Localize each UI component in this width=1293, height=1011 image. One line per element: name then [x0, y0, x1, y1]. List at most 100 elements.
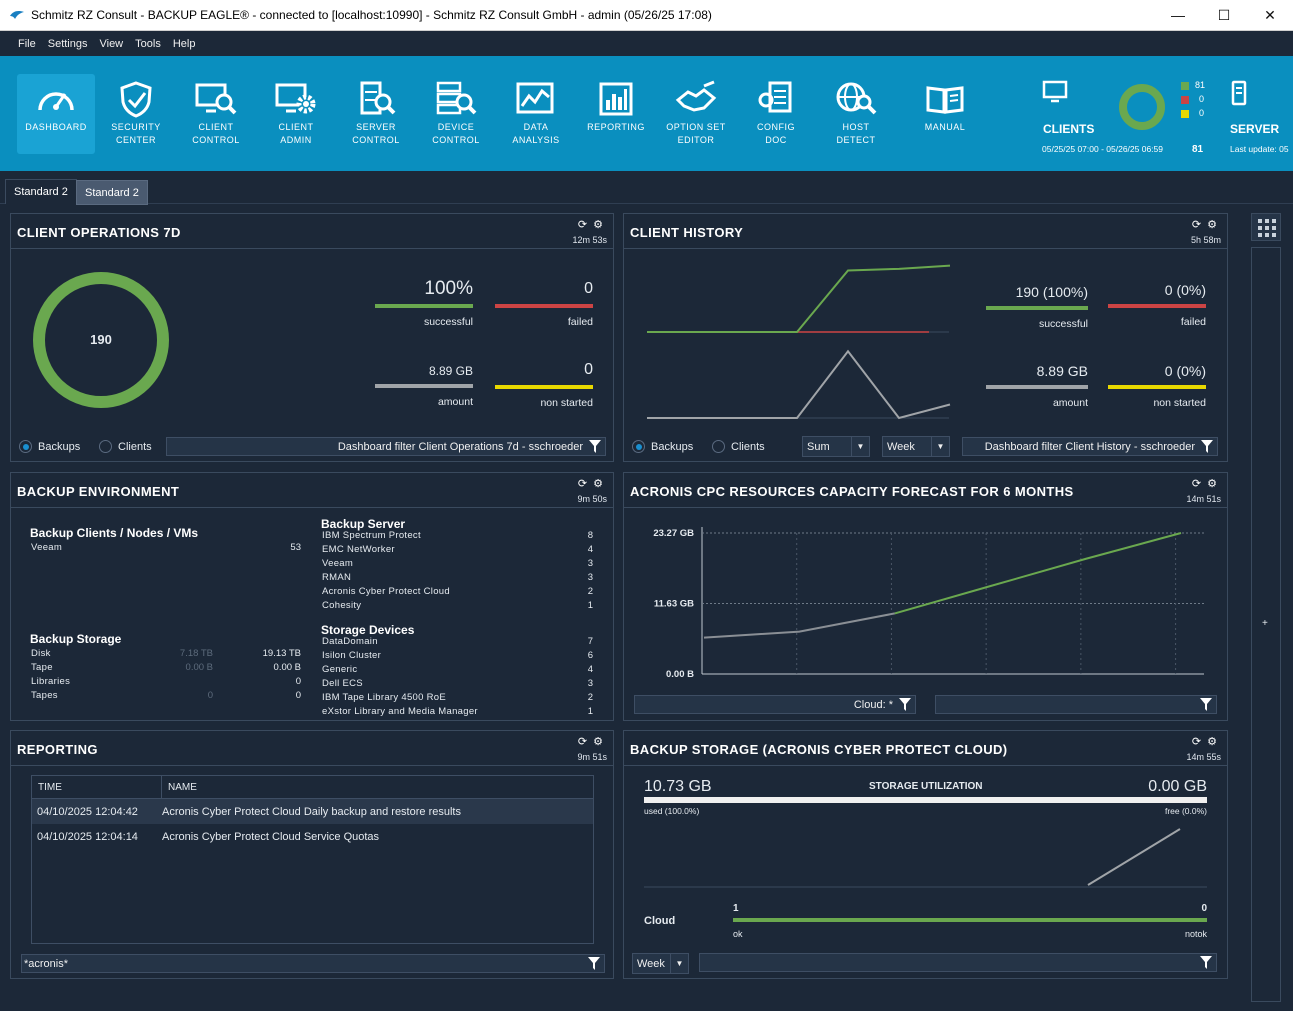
- ribbon-manual-button[interactable]: MANUAL: [906, 74, 984, 154]
- client-operations-panel: CLIENT OPERATIONS 7D ⟳⚙ 12m 53s 190 100%…: [10, 213, 614, 462]
- side-panel-strip[interactable]: +: [1251, 247, 1281, 1002]
- series-line-amount: [647, 349, 951, 420]
- refresh-settings-icons[interactable]: ⟳⚙: [1191, 736, 1223, 748]
- legend-warning-swatch: [1181, 110, 1189, 118]
- operations-donut[interactable]: [31, 270, 171, 410]
- client-row-count: 53: [290, 542, 301, 553]
- shield-icon: [120, 81, 152, 118]
- legend-ok-swatch: [1181, 82, 1189, 90]
- refresh-time: 14m 55s: [1186, 752, 1221, 762]
- backup-server-heading: Backup Server: [321, 517, 406, 531]
- refresh-settings-icons[interactable]: ⟳⚙: [577, 219, 609, 231]
- free-percent: free (0.0%): [1164, 806, 1207, 816]
- y-tick-label: 23.27 GB: [653, 528, 694, 539]
- funnel-icon[interactable]: [899, 698, 911, 711]
- clients-monitor-icon[interactable]: [1042, 80, 1070, 104]
- column-name[interactable]: NAME: [168, 782, 197, 793]
- menu-tools[interactable]: Tools: [135, 37, 161, 50]
- menu-view[interactable]: View: [99, 37, 124, 50]
- ribbon-device-control-button[interactable]: DEVICE CONTROL: [417, 74, 495, 154]
- metric-failed: 0 failed: [495, 280, 593, 328]
- cloud-label: Cloud: [644, 915, 676, 927]
- ribbon-config-doc-button[interactable]: CONFIG DOC: [737, 74, 815, 154]
- panel-header: BACKUP STORAGE (ACRONIS CYBER PROTECT CL…: [624, 731, 1227, 766]
- client-history-filter[interactable]: Dashboard filter Client History - sschro…: [962, 437, 1218, 456]
- tab-standard-2[interactable]: Standard 2: [76, 180, 148, 205]
- minimize-button[interactable]: —: [1171, 7, 1185, 23]
- clients-label: CLIENTS: [1043, 122, 1095, 136]
- ribbon-security-center-button[interactable]: SECURITY CENTER: [97, 74, 175, 154]
- config-doc-icon: [758, 81, 792, 113]
- radio-clients[interactable]: Clients: [712, 440, 765, 453]
- metric-amount: 8.89 GB amount: [986, 363, 1088, 409]
- series-line-successful: [647, 264, 951, 333]
- secondary-filter[interactable]: [935, 695, 1217, 714]
- layout-grid-button[interactable]: [1251, 213, 1281, 241]
- radio-clients[interactable]: Clients: [99, 440, 152, 453]
- ribbon-data-analysis-button[interactable]: DATA ANALYSIS: [497, 74, 575, 154]
- refresh-time: 12m 53s: [572, 235, 607, 245]
- metric-successful: 190 (100%) successful: [986, 284, 1088, 330]
- backup-clients-heading: Backup Clients / Nodes / VMs: [30, 526, 199, 540]
- aggregation-select[interactable]: Sum ▼: [802, 436, 870, 457]
- clients-donut[interactable]: [1118, 83, 1166, 131]
- refresh-settings-icons[interactable]: ⟳⚙: [1191, 478, 1223, 490]
- cloud-filter[interactable]: Cloud: *: [634, 695, 916, 714]
- ribbon-option-set-editor-button[interactable]: OPTION SET EDITOR: [657, 74, 735, 154]
- table-row[interactable]: 04/10/2025 12:04:14 Acronis Cyber Protec…: [37, 830, 380, 843]
- column-time[interactable]: TIME: [32, 776, 162, 798]
- period-select[interactable]: Week ▼: [882, 436, 950, 457]
- server-row: Veeam: [322, 558, 354, 569]
- ribbon-client-control-button[interactable]: CLIENT CONTROL: [177, 74, 255, 154]
- server-icon[interactable]: [1230, 80, 1248, 106]
- y-tick-label: 11.63 GB: [654, 599, 694, 610]
- used-percent: used (100.0%): [644, 806, 700, 816]
- storage-trend-chart[interactable]: [644, 821, 1207, 891]
- funnel-icon[interactable]: [1200, 698, 1212, 711]
- ribbon-server-control-button[interactable]: SERVER CONTROL: [337, 74, 415, 154]
- menu-bar: File Settings View Tools Help: [0, 31, 1293, 56]
- reporting-filter[interactable]: *acronis*: [21, 954, 605, 973]
- refresh-settings-icons[interactable]: ⟳⚙: [1191, 219, 1223, 231]
- forecast-chart[interactable]: 23.27 GB 11.63 GB 0.00 B: [632, 517, 1222, 687]
- panel-header: BACKUP ENVIRONMENT ⟳⚙ 9m 50s: [11, 473, 613, 508]
- funnel-icon[interactable]: [1200, 956, 1212, 969]
- ribbon-host-detect-button[interactable]: HOST DETECT: [817, 74, 895, 154]
- utilization-bar: [644, 797, 1207, 803]
- legend-failed-swatch: [1181, 96, 1189, 104]
- refresh-settings-icons[interactable]: ⟳⚙: [577, 736, 609, 748]
- menu-file[interactable]: File: [18, 37, 36, 50]
- close-button[interactable]: ✕: [1264, 6, 1276, 23]
- capacity-forecast-panel: ACRONIS CPC RESOURCES CAPACITY FORECAST …: [623, 472, 1228, 721]
- metric-successful: 100% successful: [375, 278, 473, 328]
- panel-title: REPORTING: [17, 742, 98, 757]
- chevron-down-icon: ▼: [931, 437, 949, 456]
- funnel-icon[interactable]: [588, 957, 600, 970]
- ribbon-reporting-button[interactable]: REPORTING: [577, 74, 655, 154]
- storage-filter[interactable]: [699, 953, 1217, 972]
- expand-plus-icon[interactable]: +: [1262, 618, 1268, 629]
- radio-backups[interactable]: Backups: [632, 440, 693, 453]
- funnel-icon[interactable]: [589, 440, 601, 453]
- menu-help[interactable]: Help: [172, 37, 196, 50]
- maximize-button[interactable]: ☐: [1217, 6, 1231, 23]
- clients-yellow-count: 0: [1199, 108, 1205, 118]
- tab-standard-2-active[interactable]: Standard 2: [5, 179, 77, 204]
- device-search-icon: [436, 81, 477, 115]
- refresh-settings-icons[interactable]: ⟳⚙: [577, 478, 609, 490]
- storage-period-select[interactable]: Week ▼: [632, 953, 689, 974]
- server-last-update: Last update: 05: [1230, 144, 1289, 154]
- table-row[interactable]: 04/10/2025 12:04:42 Acronis Cyber Protec…: [32, 799, 593, 824]
- metric-failed: 0 (0%) failed: [1108, 282, 1206, 328]
- client-history-chart[interactable]: [644, 254, 974, 424]
- radio-backups[interactable]: Backups: [19, 440, 80, 453]
- ribbon-toolbar: DASHBOARD SECURITY CENTER CLIENT CONTROL…: [0, 56, 1293, 171]
- ribbon-dashboard-button[interactable]: DASHBOARD: [17, 74, 95, 154]
- donut-center-value: 190: [90, 332, 112, 347]
- client-ops-filter[interactable]: Dashboard filter Client Operations 7d - …: [166, 437, 606, 456]
- funnel-icon[interactable]: [1201, 440, 1213, 453]
- ribbon-client-admin-button[interactable]: CLIENT ADMIN: [257, 74, 335, 154]
- backup-storage-panel: BACKUP STORAGE (ACRONIS CYBER PROTECT CL…: [623, 730, 1228, 979]
- menu-settings[interactable]: Settings: [47, 37, 88, 50]
- server-row: Acronis Cyber Protect Cloud: [322, 586, 450, 597]
